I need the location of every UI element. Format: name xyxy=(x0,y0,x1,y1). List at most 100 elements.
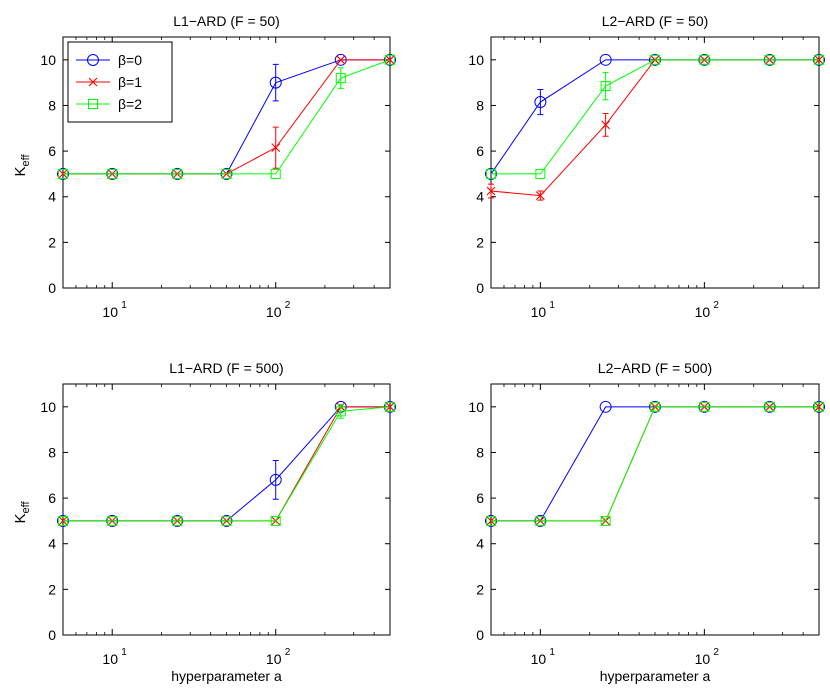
panel-title: L2−ARD (F = 50) xyxy=(602,13,709,29)
data-point xyxy=(699,54,710,65)
data-point xyxy=(535,191,545,200)
x-tick-label: 10 xyxy=(531,304,547,320)
data-point xyxy=(269,76,282,89)
panel-title: L1−ARD (F = 50) xyxy=(173,13,280,29)
data-point xyxy=(385,402,395,412)
data-point xyxy=(335,406,346,417)
x-axis-label: hyperparameter a xyxy=(600,668,711,684)
x-tick-exponent: 2 xyxy=(713,300,719,311)
data-point xyxy=(269,473,282,486)
y-tick-label: 10 xyxy=(468,399,484,415)
y-tick-label: 10 xyxy=(40,52,56,68)
error-bar xyxy=(272,63,279,102)
y-axis-label-main: K xyxy=(12,513,29,523)
y-tick-label: 0 xyxy=(48,280,56,296)
x-tick-exponent: 2 xyxy=(285,647,291,658)
data-point xyxy=(172,515,183,526)
x-tick-exponent: 1 xyxy=(121,300,127,311)
data-point xyxy=(336,55,346,65)
data-point xyxy=(814,54,824,65)
x-tick-label: 10 xyxy=(531,651,547,667)
y-tick-label: 0 xyxy=(476,280,484,296)
x-tick-label: 10 xyxy=(102,304,118,320)
y-axis-label: Keff xyxy=(12,154,32,177)
x-tick-label: 10 xyxy=(695,304,711,320)
data-point xyxy=(534,96,547,109)
legend-label: β=0 xyxy=(118,52,142,68)
y-axis-label-sub: eff xyxy=(20,501,32,514)
data-point xyxy=(535,515,546,526)
y-tick-label: 6 xyxy=(476,143,484,159)
x-tick-exponent: 1 xyxy=(549,300,555,311)
data-point xyxy=(335,73,346,84)
x-tick-exponent: 1 xyxy=(549,647,555,658)
series-2 xyxy=(486,401,824,526)
data-point xyxy=(600,81,611,92)
y-tick-label: 10 xyxy=(468,52,484,68)
y-tick-label: 6 xyxy=(48,490,56,506)
plot-area xyxy=(490,36,820,289)
y-tick-label: 4 xyxy=(476,189,484,205)
series-2 xyxy=(58,54,395,179)
y-axis-label: Keff xyxy=(12,501,32,524)
data-point xyxy=(271,143,281,153)
legend-marker xyxy=(88,99,98,109)
error-bar xyxy=(337,67,344,89)
series-2 xyxy=(486,54,824,179)
y-tick-label: 4 xyxy=(476,536,484,552)
legend-marker xyxy=(88,77,98,87)
series-line xyxy=(491,406,819,522)
data-point xyxy=(270,168,281,179)
y-tick-label: 6 xyxy=(48,143,56,159)
y-tick-label: 4 xyxy=(48,536,56,552)
x-tick-exponent: 1 xyxy=(121,647,127,658)
x-tick-exponent: 2 xyxy=(713,647,719,658)
data-point xyxy=(650,401,660,412)
data-point xyxy=(600,515,611,526)
y-tick-label: 8 xyxy=(476,97,484,113)
data-point xyxy=(601,120,611,130)
y-tick-label: 8 xyxy=(476,444,484,460)
data-point xyxy=(486,186,496,196)
y-tick-label: 0 xyxy=(476,627,484,643)
x-tick-label: 10 xyxy=(266,651,282,667)
panel-title: L2−ARD (F = 500) xyxy=(598,360,712,376)
data-point xyxy=(172,168,183,179)
data-point xyxy=(58,168,68,179)
y-tick-label: 8 xyxy=(48,97,56,113)
data-point xyxy=(599,53,612,66)
data-point xyxy=(599,400,612,413)
series-line xyxy=(491,59,819,175)
y-tick-label: 2 xyxy=(476,234,484,250)
error-bar xyxy=(602,71,609,101)
x-axis-label: hyperparameter a xyxy=(171,668,282,684)
data-point xyxy=(385,401,395,412)
legend-marker xyxy=(87,54,99,66)
legend: β=0 β=1 β=2 xyxy=(67,41,173,123)
error-bar xyxy=(537,88,544,116)
y-tick-label: 2 xyxy=(476,581,484,597)
x-tick-label: 10 xyxy=(102,651,118,667)
data-point xyxy=(764,401,775,412)
data-point xyxy=(270,515,281,526)
data-point xyxy=(814,401,824,412)
y-tick-label: 0 xyxy=(48,627,56,643)
data-point xyxy=(107,515,118,526)
y-tick-label: 6 xyxy=(476,490,484,506)
data-point xyxy=(221,515,232,526)
data-point xyxy=(650,54,660,65)
data-point xyxy=(535,168,546,179)
plot-area xyxy=(62,383,391,636)
y-tick-label: 4 xyxy=(48,189,56,205)
data-point xyxy=(486,515,496,526)
legend-label: β=1 xyxy=(118,74,142,90)
y-tick-label: 8 xyxy=(48,444,56,460)
y-tick-label: 2 xyxy=(48,234,56,250)
data-point xyxy=(221,168,232,179)
y-axis-label-sub: eff xyxy=(20,154,32,167)
data-point xyxy=(764,54,775,65)
